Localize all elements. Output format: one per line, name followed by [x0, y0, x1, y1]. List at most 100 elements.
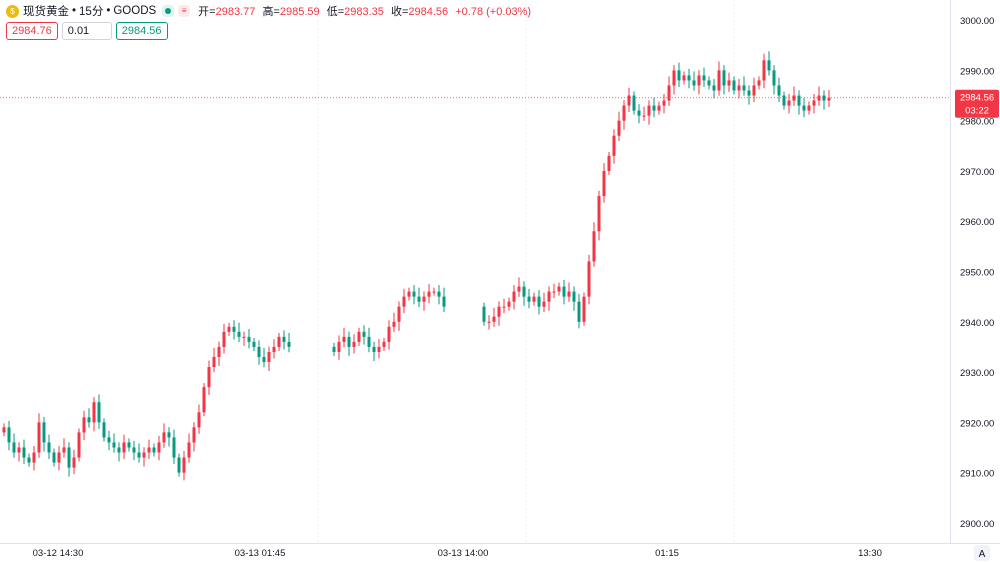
candle-body[interactable]: [367, 336, 371, 347]
candle-body[interactable]: [52, 452, 56, 463]
candle-body[interactable]: [807, 105, 811, 111]
candle-body[interactable]: [272, 346, 276, 352]
candle-body[interactable]: [622, 105, 626, 121]
candle-body[interactable]: [377, 346, 381, 352]
candle-body[interactable]: [422, 296, 426, 302]
candle-body[interactable]: [787, 100, 791, 106]
price-tag[interactable]: [955, 89, 999, 118]
candle-body[interactable]: [567, 291, 571, 297]
interval-label[interactable]: 15分: [79, 6, 104, 18]
candle-body[interactable]: [527, 296, 531, 302]
candle-body[interactable]: [442, 296, 446, 307]
candle-body[interactable]: [682, 75, 686, 81]
candle-body[interactable]: [397, 306, 401, 322]
candle-body[interactable]: [767, 60, 771, 71]
candle-body[interactable]: [687, 75, 691, 81]
candle-body[interactable]: [412, 291, 416, 297]
candle-body[interactable]: [617, 120, 621, 136]
candle-body[interactable]: [97, 402, 101, 423]
candle-body[interactable]: [727, 80, 731, 86]
candle-body[interactable]: [757, 80, 761, 86]
candle-body[interactable]: [647, 105, 651, 116]
candle-body[interactable]: [212, 356, 216, 368]
candle-body[interactable]: [732, 80, 736, 91]
candle-body[interactable]: [207, 367, 211, 388]
candle-body[interactable]: [127, 442, 131, 448]
candle-body[interactable]: [72, 457, 76, 468]
candle-body[interactable]: [657, 105, 661, 111]
candle-body[interactable]: [387, 326, 391, 342]
candle-body[interactable]: [247, 336, 251, 342]
candle-body[interactable]: [752, 85, 756, 96]
candle-body[interactable]: [267, 351, 271, 362]
candle-body[interactable]: [522, 286, 526, 297]
candle-body[interactable]: [192, 427, 196, 443]
candle-body[interactable]: [797, 95, 801, 106]
candle-body[interactable]: [707, 80, 711, 86]
candle-body[interactable]: [577, 301, 581, 322]
candle-body[interactable]: [607, 155, 611, 171]
candle-body[interactable]: [562, 286, 566, 297]
candle-body[interactable]: [102, 422, 106, 438]
candle-body[interactable]: [777, 85, 781, 96]
candle-body[interactable]: [742, 85, 746, 91]
candle-body[interactable]: [432, 291, 436, 293]
candle-body[interactable]: [557, 286, 561, 292]
candle-body[interactable]: [652, 105, 656, 111]
candle-body[interactable]: [427, 291, 431, 297]
candle-body[interactable]: [187, 442, 191, 458]
candle-body[interactable]: [107, 437, 111, 443]
candle-body[interactable]: [202, 387, 206, 413]
candle-body[interactable]: [152, 447, 156, 453]
candle-body[interactable]: [492, 316, 496, 322]
candle-body[interactable]: [512, 291, 516, 302]
candle-body[interactable]: [32, 452, 36, 463]
candle-body[interactable]: [672, 70, 676, 86]
candle-body[interactable]: [182, 457, 186, 473]
candle-body[interactable]: [112, 442, 116, 448]
candle-body[interactable]: [507, 301, 511, 307]
candle-body[interactable]: [697, 75, 701, 86]
candle-body[interactable]: [2, 427, 6, 433]
candle-body[interactable]: [12, 442, 16, 453]
candle-body[interactable]: [27, 457, 31, 463]
candle-body[interactable]: [22, 447, 26, 458]
candle-body[interactable]: [642, 115, 646, 117]
candle-body[interactable]: [342, 336, 346, 342]
candle-body[interactable]: [602, 170, 606, 197]
candle-body[interactable]: [407, 291, 411, 297]
candle-body[interactable]: [722, 70, 726, 86]
candle-body[interactable]: [717, 70, 721, 91]
candle-body[interactable]: [252, 341, 256, 347]
candle-body[interactable]: [147, 447, 151, 453]
candle-body[interactable]: [197, 412, 201, 428]
candle-body[interactable]: [157, 442, 161, 453]
candle-body[interactable]: [662, 100, 666, 106]
candle-body[interactable]: [92, 402, 96, 423]
candle-body[interactable]: [392, 321, 396, 327]
candle-body[interactable]: [337, 341, 341, 352]
candle-body[interactable]: [537, 296, 541, 307]
candle-body[interactable]: [77, 432, 81, 458]
candle-body[interactable]: [122, 442, 126, 453]
candle-body[interactable]: [227, 326, 231, 332]
candle-body[interactable]: [712, 85, 716, 91]
session-icon[interactable]: ≡: [178, 5, 191, 17]
candle-body[interactable]: [667, 85, 671, 101]
candle-body[interactable]: [222, 331, 226, 347]
spread-box[interactable]: 0.01: [61, 22, 112, 40]
candle-body[interactable]: [232, 326, 236, 332]
candle-body[interactable]: [497, 306, 501, 317]
candle-body[interactable]: [517, 286, 521, 292]
candle-body[interactable]: [592, 231, 596, 262]
candle-body[interactable]: [67, 447, 71, 468]
candle-body[interactable]: [162, 432, 166, 443]
candle-body[interactable]: [257, 346, 261, 357]
buy-price-box[interactable]: 2984.56: [115, 22, 168, 40]
candle-body[interactable]: [822, 95, 826, 101]
candle-body[interactable]: [7, 427, 11, 443]
candle-body[interactable]: [37, 422, 41, 453]
candle-body[interactable]: [532, 296, 536, 302]
candle-body[interactable]: [792, 95, 796, 101]
